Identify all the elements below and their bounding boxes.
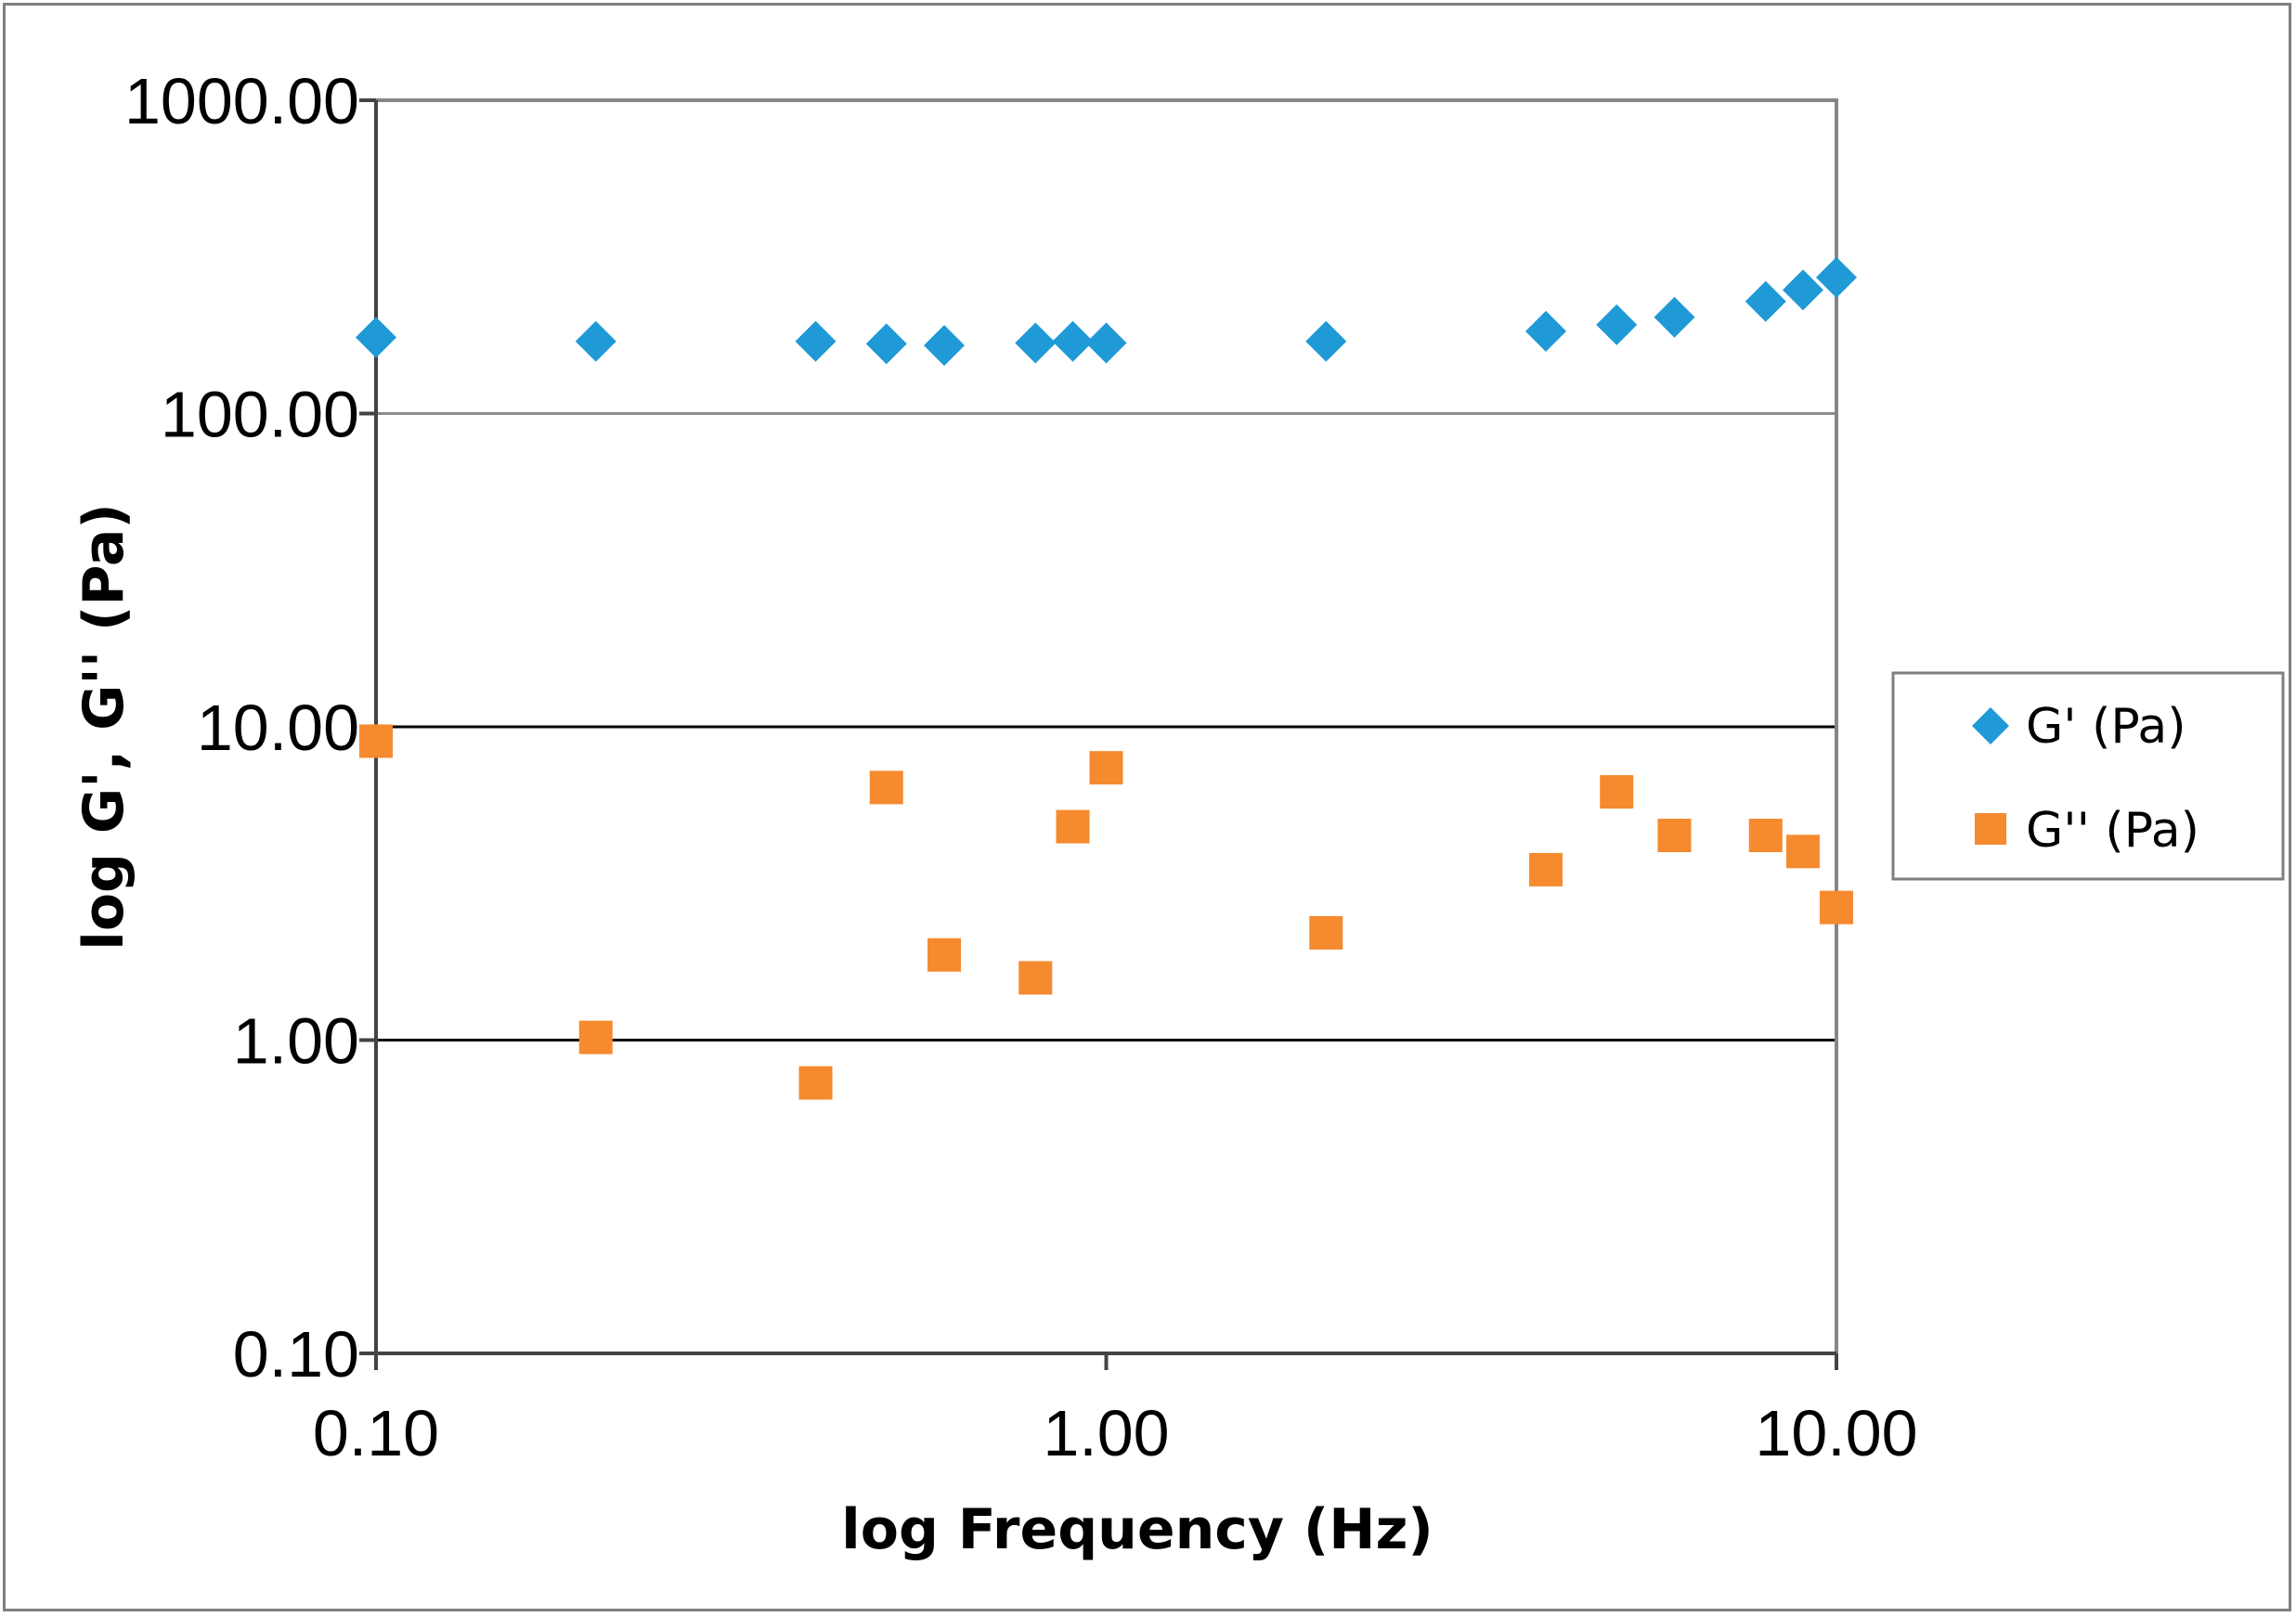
g-prime-point: [1745, 280, 1786, 322]
y-tick-label: 100.00: [161, 379, 359, 451]
g-prime-point: [1654, 296, 1695, 338]
g-double-prime-point: [359, 724, 393, 758]
g-double-prime-point: [1786, 834, 1821, 869]
g-double-prime-point: [1529, 852, 1563, 886]
g-double-prime-point: [1056, 809, 1090, 844]
y-tick-label: 1000.00: [124, 65, 359, 137]
g-double-prime-point: [1018, 961, 1053, 995]
y-axis-title: log G', G'' (Pa): [71, 503, 136, 951]
g-double-prime-point: [1309, 915, 1343, 950]
series-layer: [356, 256, 1857, 1100]
g-prime-point: [865, 323, 907, 365]
y-tick-label: 10.00: [197, 692, 359, 764]
g-prime-point: [795, 320, 837, 362]
g-prime-point: [575, 320, 616, 362]
x-tick-label: 1.00: [1043, 1397, 1169, 1469]
y-axis-ticks: 0.10 1.00 10.00 100.00 1000.00: [124, 65, 376, 1391]
x-tick-label: 10.00: [1755, 1397, 1917, 1469]
legend-marker-g-double-prime: [1975, 813, 2006, 845]
x-axis-title: log Frequency (Hz): [841, 1497, 1433, 1562]
g-double-prime-point: [1657, 819, 1692, 853]
g-prime-point: [1596, 304, 1638, 345]
g-double-prime-point: [578, 1020, 613, 1054]
g-double-prime-point: [927, 938, 962, 972]
g-prime-point: [1783, 269, 1824, 311]
g-prime-point: [924, 325, 966, 367]
series-g-double-prime: [359, 724, 1853, 1100]
g-double-prime-point: [1600, 775, 1634, 809]
g-prime-point: [1305, 320, 1347, 362]
g-prime-point: [1525, 310, 1567, 352]
g-prime-point: [1052, 320, 1094, 362]
g-double-prime-point: [1089, 751, 1123, 785]
g-prime-point: [1015, 322, 1057, 364]
legend: G' (Pa) G'' (Pa): [1891, 671, 2285, 881]
legend-label-g-prime: G' (Pa): [2026, 699, 2186, 755]
g-prime-point: [1816, 256, 1857, 298]
g-double-prime-point: [798, 1066, 833, 1100]
y-tick-label: 0.10: [233, 1318, 359, 1391]
g-double-prime-point: [1820, 890, 1853, 925]
legend-label-g-double-prime: G'' (Pa): [2026, 803, 2199, 859]
g-prime-point: [1085, 322, 1127, 364]
g-prime-point: [356, 317, 396, 358]
x-tick-label: 0.10: [313, 1397, 439, 1469]
y-tick-label: 1.00: [233, 1005, 359, 1078]
g-double-prime-point: [869, 770, 903, 805]
gridlines: [376, 412, 1836, 1041]
legend-marker-g-prime: [1972, 707, 2009, 744]
series-g-prime: [356, 256, 1857, 367]
legend-box: [1891, 671, 2285, 881]
g-double-prime-point: [1748, 819, 1783, 853]
x-axis-ticks: 0.10 1.00 10.00: [313, 1353, 1918, 1469]
